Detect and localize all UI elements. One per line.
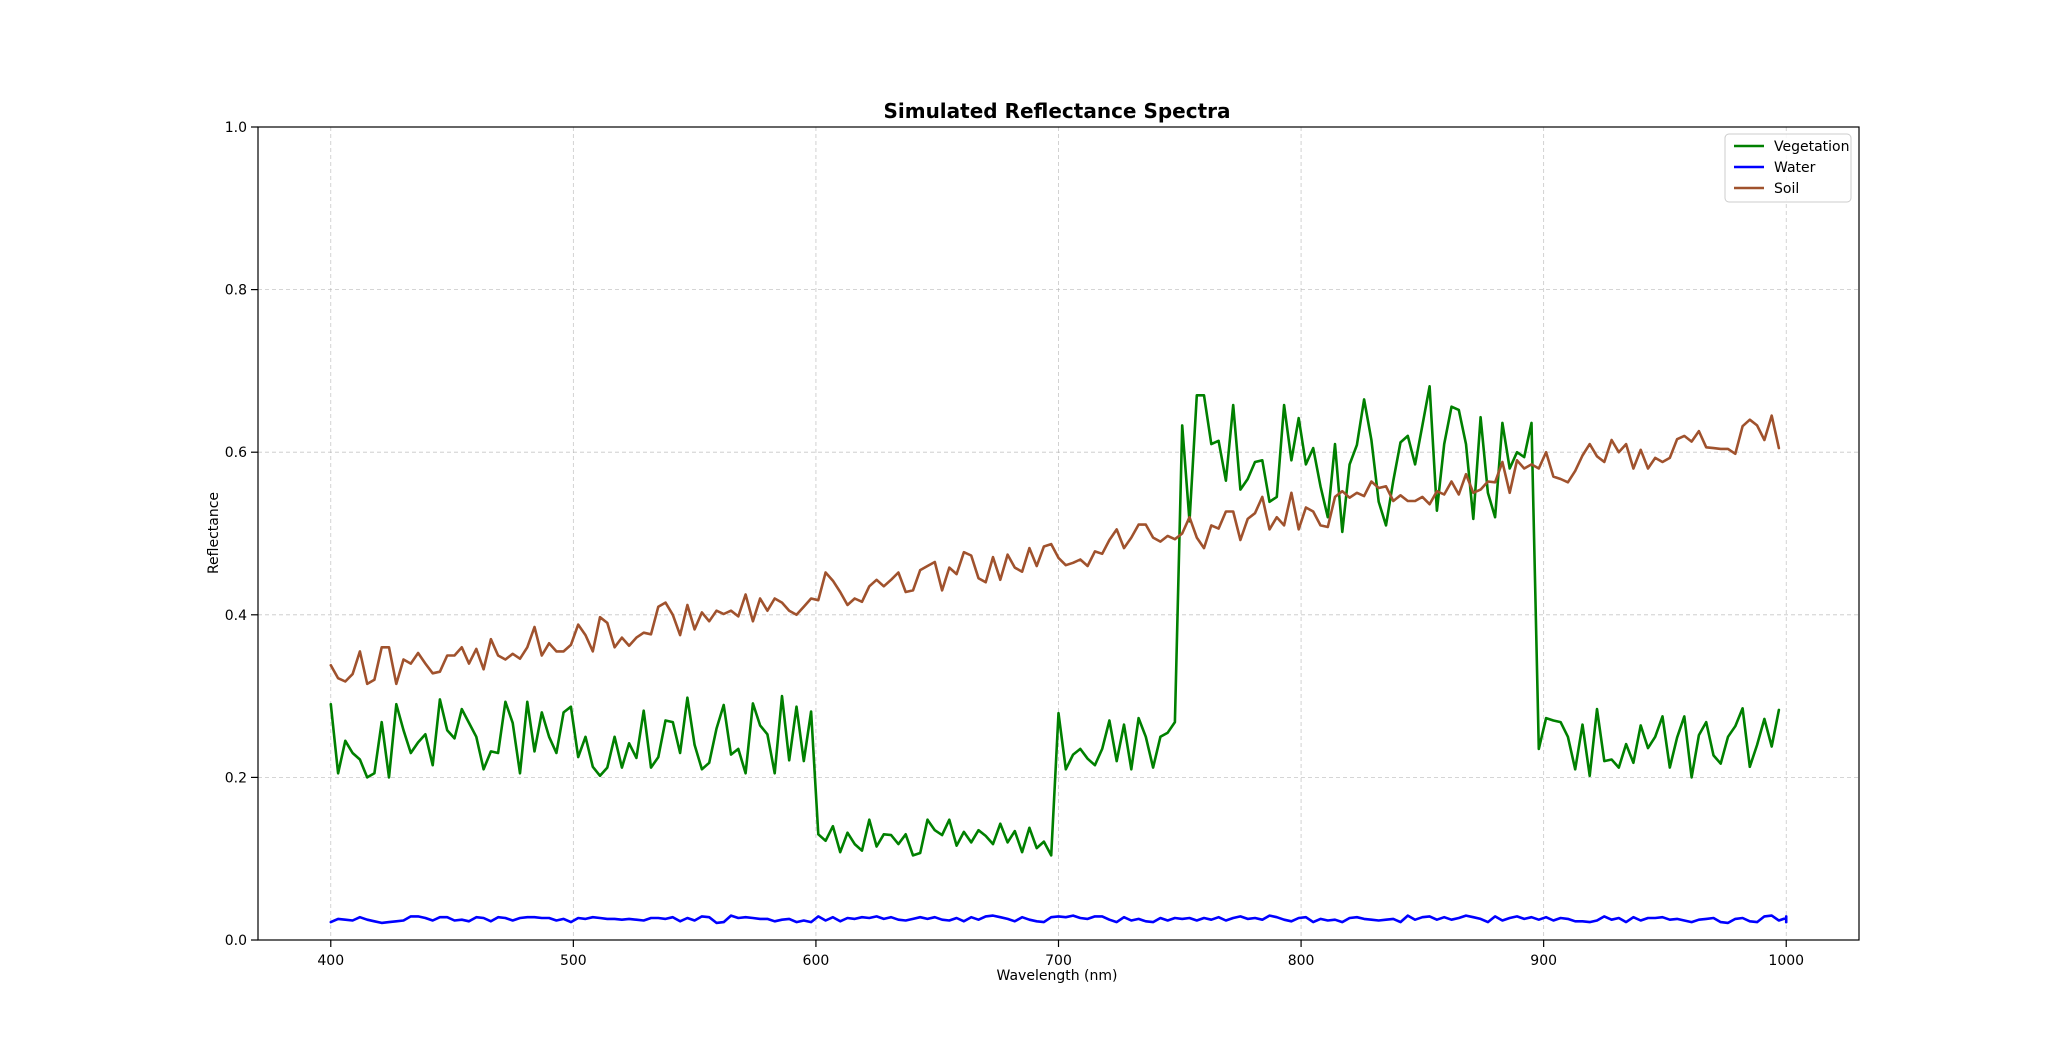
x-tick-label: 1000 — [1768, 953, 1804, 969]
y-axis-ticks: 0.0 0.2 0.4 0.6 0.8 1.0 — [225, 120, 258, 949]
legend-label-water: Water — [1774, 160, 1816, 176]
legend-label-vegetation: Vegetation — [1774, 139, 1850, 155]
legend-items: Vegetation Water Soil — [1734, 139, 1850, 197]
series-line-vegetation — [329, 384, 1781, 857]
y-tick-label: 0.4 — [225, 608, 247, 624]
x-tick-label: 900 — [1530, 953, 1557, 969]
chart-title: Simulated Reflectance Spectra — [883, 99, 1230, 123]
series-line-soil — [329, 414, 1781, 686]
legend-box — [1724, 133, 1852, 203]
x-tick-label: 400 — [317, 953, 344, 969]
y-tick-label: 0.6 — [225, 445, 247, 461]
y-axis-label: Reflectance — [206, 492, 222, 574]
x-tick-label: 600 — [803, 953, 830, 969]
x-axis-ticks: 400 500 600 700 800 900 1000 — [317, 940, 1804, 969]
legend-label-soil: Soil — [1774, 181, 1799, 197]
x-tick-label: 700 — [1045, 953, 1072, 969]
y-tick-label: 0.0 — [225, 933, 247, 949]
x-axis-label: Wavelength (nm) — [997, 968, 1118, 984]
series-lines — [329, 384, 1788, 925]
y-tick-label: 1.0 — [225, 120, 247, 136]
series-line-water — [329, 914, 1788, 925]
x-tick-label: 500 — [560, 953, 587, 969]
y-tick-label: 0.8 — [225, 283, 247, 299]
y-tick-label: 0.2 — [225, 770, 247, 786]
x-tick-label: 800 — [1288, 953, 1315, 969]
legend: Vegetation Water Soil — [1724, 133, 1852, 203]
